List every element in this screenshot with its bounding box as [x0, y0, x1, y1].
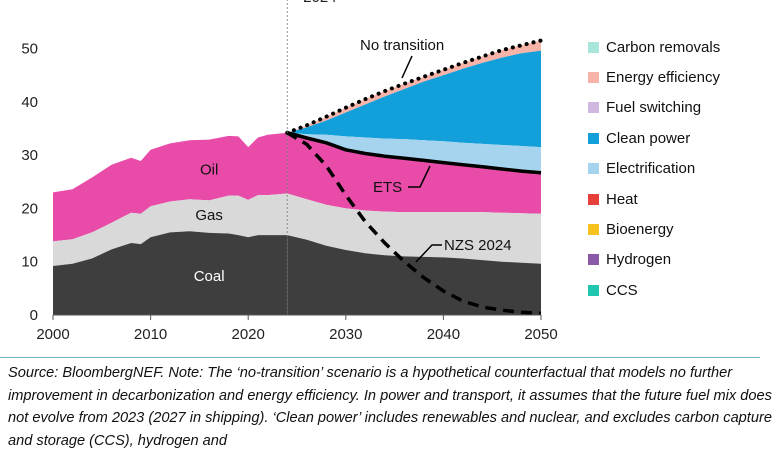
legend-label: Bioenergy	[606, 221, 674, 239]
legend-item: Fuel switching	[588, 93, 778, 123]
leader-ets	[408, 165, 431, 188]
x-tick-label: 2050	[524, 326, 557, 343]
y-tick-label: 10	[21, 254, 38, 271]
legend-swatch	[588, 102, 599, 114]
line-label-ets: ETS	[373, 179, 402, 196]
leader-no-transition	[401, 55, 413, 79]
area-oil-projection	[287, 132, 541, 214]
area-coal-projection	[287, 235, 541, 315]
y-tick-label: 20	[21, 200, 38, 217]
legend-label: Carbon removals	[606, 38, 721, 56]
area-label-coal: Coal	[194, 268, 225, 285]
legend-item: Hydrogen	[588, 245, 778, 275]
legend-swatch	[588, 41, 599, 53]
legend-label: Fuel switching	[606, 99, 702, 117]
legend-swatch	[588, 284, 599, 296]
divider-2024-label: 2024	[303, 0, 336, 6]
chart-labels: Oil Gas Coal No transition ETS NZS 2024	[194, 37, 512, 285]
divider-rule	[0, 357, 760, 358]
legend-swatch	[588, 72, 599, 84]
area-gas-historical	[53, 193, 288, 266]
area-energy-efficiency	[287, 40, 541, 133]
line-label-no-transition: No transition	[360, 37, 444, 54]
legend-label: Electrification	[606, 160, 696, 178]
legend-item: Heat	[588, 184, 778, 214]
legend-item: Clean power	[588, 123, 778, 153]
x-tick-label: 2030	[329, 326, 362, 343]
legend-item: Bioenergy	[588, 214, 778, 244]
leader-nzs-2024	[415, 244, 442, 263]
area-electrification	[287, 132, 541, 173]
legend-swatch	[588, 224, 599, 236]
emissions-chart: 2024200020102020203020402050010203040506…	[21, 0, 558, 343]
x-tick-label: 2040	[427, 326, 460, 343]
legend-swatch	[588, 132, 599, 144]
legend-label: CCS	[606, 281, 638, 299]
x-tick-label: 2010	[134, 326, 167, 343]
y-tick-label: 30	[21, 147, 38, 164]
source-note: Source: BloombergNEF. Note: The ‘no-tran…	[8, 365, 772, 449]
legend-label: Heat	[606, 190, 638, 208]
chart-areas	[53, 40, 541, 315]
y-tick-label: 0	[30, 307, 38, 324]
legend-label: Energy efficiency	[606, 69, 720, 87]
chart-axes: 2024200020102020203020402050010203040506…	[21, 0, 558, 343]
chart-lines	[285, 38, 543, 316]
legend-label: Hydrogen	[606, 251, 672, 269]
legend-label: Clean power	[606, 129, 691, 147]
area-label-gas: Gas	[195, 207, 223, 224]
area-clean-power	[287, 50, 541, 148]
chart-legend: Carbon removals Energy efficiency Fuel swi…	[588, 32, 778, 306]
y-tick-label: 40	[21, 94, 38, 111]
legend-swatch	[588, 163, 599, 175]
legend-swatch	[588, 193, 599, 205]
area-coal-historical	[53, 231, 288, 315]
legend-swatch	[588, 254, 599, 266]
y-tick-label: 50	[21, 41, 38, 58]
area-label-oil: Oil	[200, 161, 218, 178]
line-no-transition	[285, 38, 543, 135]
y-tick-label-top: 60	[21, 0, 38, 4]
x-tick-label: 2000	[36, 326, 69, 343]
legend-item: CCS	[588, 275, 778, 305]
x-tick-label: 2020	[232, 326, 265, 343]
line-label-nzs-2024: NZS 2024	[444, 237, 512, 254]
legend-item: Carbon removals	[588, 32, 778, 62]
area-gas-projection	[287, 193, 541, 264]
area-oil-historical	[53, 132, 288, 242]
legend-item: Electrification	[588, 154, 778, 184]
line-nzs-2024	[286, 131, 542, 316]
legend-item: Energy efficiency	[588, 62, 778, 92]
line-ets	[286, 131, 542, 175]
